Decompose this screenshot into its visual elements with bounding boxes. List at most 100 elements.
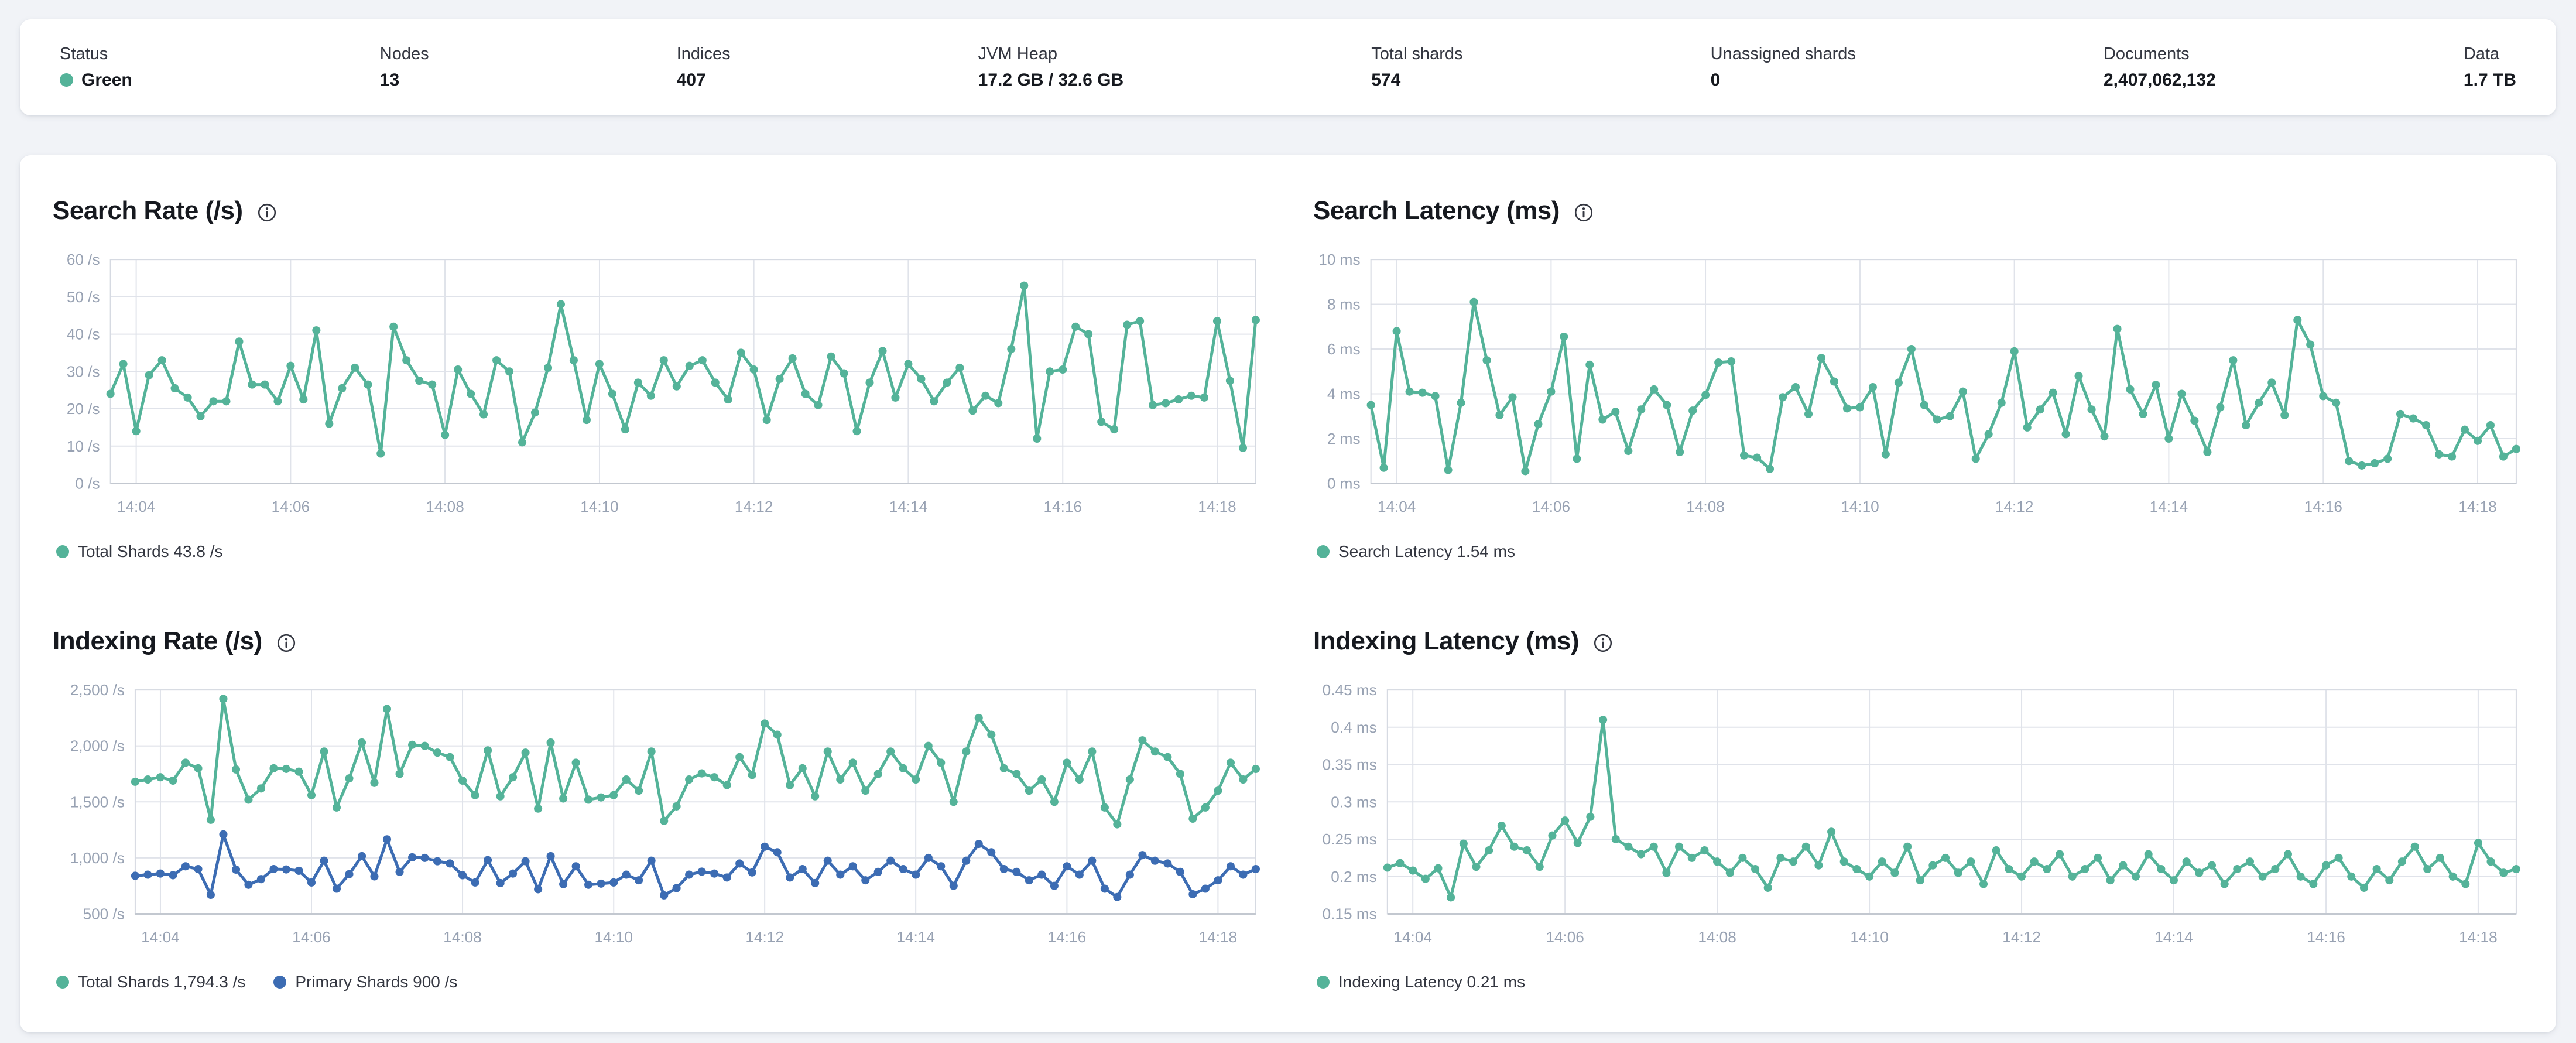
stat-value: 17.2 GB / 32.6 GB bbox=[978, 70, 1124, 90]
svg-text:14:10: 14:10 bbox=[1841, 498, 1879, 515]
legend-item[interactable]: Indexing Latency 0.21 ms bbox=[1317, 973, 1525, 991]
svg-text:0.35 ms: 0.35 ms bbox=[1323, 756, 1377, 774]
legend-dot-icon bbox=[56, 975, 69, 989]
svg-text:14:08: 14:08 bbox=[1698, 928, 1736, 946]
svg-text:14:04: 14:04 bbox=[1378, 498, 1416, 515]
line-chart-svg[interactable]: 0.45 ms 0.4 ms 0.35 ms 0.3 ms 0.25 ms 0.2 ms 0… bbox=[1313, 682, 2521, 957]
svg-text:14:16: 14:16 bbox=[1044, 498, 1082, 515]
chart-canvas[interactable]: 60 /s 50 /s 40 /s 30 /s 20 /s 10 /s 0 /s 14:04 1… bbox=[53, 251, 1260, 527]
svg-text:14:16: 14:16 bbox=[2304, 498, 2342, 515]
chart-title: Indexing Latency (ms) bbox=[1313, 626, 1580, 655]
stat-value: 407 bbox=[676, 70, 706, 90]
svg-text:0.3 ms: 0.3 ms bbox=[1331, 793, 1377, 811]
stat-value: 13 bbox=[379, 70, 400, 90]
svg-text:10 ms: 10 ms bbox=[1318, 251, 1360, 268]
chart-legend: Total Shards 43.8 /s bbox=[53, 542, 1260, 561]
svg-text:14:04: 14:04 bbox=[141, 928, 179, 946]
stat-status: Status Green bbox=[60, 45, 132, 90]
stat-total-shards: Total shards 574 bbox=[1371, 45, 1462, 90]
legend-item[interactable]: Total Shards 43.8 /s bbox=[56, 542, 222, 561]
legend-label: Primary Shards 900 /s bbox=[295, 972, 458, 991]
legend-item[interactable]: Primary Shards 900 /s bbox=[273, 973, 457, 991]
info-icon[interactable] bbox=[257, 203, 277, 223]
stat-value: 2,407,062,132 bbox=[2103, 70, 2216, 90]
svg-text:14:14: 14:14 bbox=[896, 928, 934, 946]
svg-text:14:06: 14:06 bbox=[1532, 498, 1570, 515]
svg-text:2,500 /s: 2,500 /s bbox=[70, 682, 125, 699]
svg-text:14:06: 14:06 bbox=[272, 498, 310, 515]
svg-text:14:04: 14:04 bbox=[117, 498, 155, 515]
stat-documents: Documents 2,407,062,132 bbox=[2104, 45, 2216, 90]
stat-nodes: Nodes 13 bbox=[380, 45, 429, 90]
svg-text:0.15 ms: 0.15 ms bbox=[1323, 905, 1377, 922]
stat-label: Unassigned shards bbox=[1710, 44, 1856, 63]
status-text: Green bbox=[81, 70, 132, 90]
chart-canvas[interactable]: 2,500 /s 2,000 /s 1,500 /s 1,000 /s 500 /s 14… bbox=[53, 682, 1260, 957]
legend-label: Indexing Latency 0.21 ms bbox=[1338, 972, 1526, 991]
chart-title: Search Rate (/s) bbox=[53, 196, 243, 225]
svg-text:14:12: 14:12 bbox=[2002, 928, 2040, 946]
charts-panel: Search Rate (/s) 60 /s 50 /s 40 /s 30 /s 20 … bbox=[20, 155, 2556, 1032]
svg-text:30 /s: 30 /s bbox=[67, 363, 100, 380]
chart-search-latency: Search Latency (ms) 10 ms 8 ms 6 ms 4 ms 2 m… bbox=[1313, 196, 2521, 561]
svg-text:8 ms: 8 ms bbox=[1327, 296, 1361, 313]
svg-text:14:06: 14:06 bbox=[292, 928, 330, 946]
svg-text:1,500 /s: 1,500 /s bbox=[70, 793, 125, 811]
svg-text:6 ms: 6 ms bbox=[1327, 340, 1361, 358]
chart-canvas[interactable]: 10 ms 8 ms 6 ms 4 ms 2 ms 0 ms 14:04 14:06 14:08… bbox=[1313, 251, 2521, 527]
stat-value: 0 bbox=[1710, 70, 1721, 90]
stat-jvm-heap: JVM Heap 17.2 GB / 32.6 GB bbox=[978, 45, 1123, 90]
chart-search-rate: Search Rate (/s) 60 /s 50 /s 40 /s 30 /s 20 … bbox=[53, 196, 1260, 561]
line-chart-svg[interactable]: 2,500 /s 2,000 /s 1,500 /s 1,000 /s 500 /s 14… bbox=[53, 682, 1260, 957]
legend-label: Search Latency 1.54 ms bbox=[1338, 542, 1515, 560]
svg-text:0 /s: 0 /s bbox=[75, 475, 100, 493]
info-icon[interactable] bbox=[276, 633, 296, 653]
svg-text:20 /s: 20 /s bbox=[67, 400, 100, 418]
svg-text:60 /s: 60 /s bbox=[67, 251, 100, 268]
legend-dot-icon bbox=[1317, 975, 1330, 989]
chart-legend: Total Shards 1,794.3 /s Primary Shards 90… bbox=[53, 973, 1260, 991]
stat-label: Indices bbox=[676, 44, 731, 63]
svg-text:0.45 ms: 0.45 ms bbox=[1323, 682, 1377, 699]
chart-legend: Search Latency 1.54 ms bbox=[1313, 542, 2521, 561]
svg-text:14:12: 14:12 bbox=[1995, 498, 2033, 515]
chart-title-row: Indexing Latency (ms) bbox=[1313, 627, 2521, 656]
svg-text:14:18: 14:18 bbox=[1199, 928, 1237, 946]
legend-item[interactable]: Search Latency 1.54 ms bbox=[1317, 542, 1515, 561]
svg-text:0 ms: 0 ms bbox=[1327, 475, 1361, 493]
svg-text:14:14: 14:14 bbox=[889, 498, 927, 515]
svg-text:14:04: 14:04 bbox=[1393, 928, 1431, 946]
line-chart-svg[interactable]: 10 ms 8 ms 6 ms 4 ms 2 ms 0 ms 14:04 14:06 14:08… bbox=[1313, 251, 2521, 527]
svg-text:14:14: 14:14 bbox=[2150, 498, 2188, 515]
svg-text:500 /s: 500 /s bbox=[83, 905, 125, 922]
chart-legend: Indexing Latency 0.21 ms bbox=[1313, 973, 2521, 991]
chart-title-row: Search Rate (/s) bbox=[53, 196, 1260, 225]
chart-title-row: Indexing Rate (/s) bbox=[53, 627, 1260, 656]
chart-title: Indexing Rate (/s) bbox=[53, 626, 262, 655]
svg-text:14:06: 14:06 bbox=[1546, 928, 1584, 946]
stat-label: Documents bbox=[2103, 44, 2190, 63]
info-icon[interactable] bbox=[1593, 633, 1613, 653]
stat-unassigned-shards: Unassigned shards 0 bbox=[1711, 45, 1856, 90]
legend-label: Total Shards 43.8 /s bbox=[78, 542, 223, 560]
svg-text:14:08: 14:08 bbox=[1686, 498, 1724, 515]
svg-text:14:18: 14:18 bbox=[1198, 498, 1236, 515]
stat-value: 1.7 TB bbox=[2463, 70, 2516, 90]
legend-dot-icon bbox=[273, 975, 287, 989]
svg-text:14:18: 14:18 bbox=[2458, 498, 2496, 515]
stat-indices: Indices 407 bbox=[677, 45, 731, 90]
legend-dot-icon bbox=[1317, 545, 1330, 558]
svg-text:14:18: 14:18 bbox=[2459, 928, 2497, 946]
svg-text:0.2 ms: 0.2 ms bbox=[1331, 868, 1377, 885]
svg-text:14:08: 14:08 bbox=[426, 498, 464, 515]
chart-indexing-rate: Indexing Rate (/s) 2,500 /s 2,000 /s 1,500… bbox=[53, 627, 1260, 991]
stat-label: Total shards bbox=[1371, 44, 1463, 63]
line-chart-svg[interactable]: 60 /s 50 /s 40 /s 30 /s 20 /s 10 /s 0 /s 14:04 1… bbox=[53, 251, 1260, 527]
svg-text:14:16: 14:16 bbox=[2307, 928, 2345, 946]
legend-item[interactable]: Total Shards 1,794.3 /s bbox=[56, 973, 245, 991]
chart-canvas[interactable]: 0.45 ms 0.4 ms 0.35 ms 0.3 ms 0.25 ms 0.2 ms 0… bbox=[1313, 682, 2521, 957]
chart-title: Search Latency (ms) bbox=[1313, 196, 1560, 225]
svg-text:14:12: 14:12 bbox=[745, 928, 783, 946]
svg-text:40 /s: 40 /s bbox=[67, 326, 100, 343]
info-icon[interactable] bbox=[1574, 203, 1594, 223]
